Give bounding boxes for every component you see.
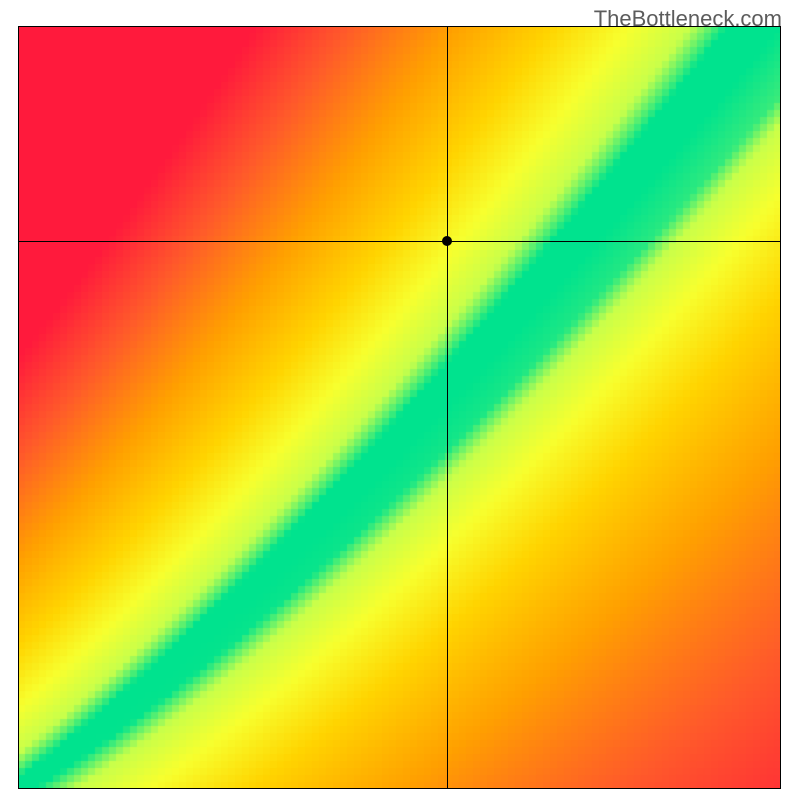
heatmap-plot-area <box>18 26 781 789</box>
chart-container: TheBottleneck.com <box>0 0 800 800</box>
watermark-text: TheBottleneck.com <box>594 6 782 32</box>
heatmap-canvas <box>18 26 781 789</box>
